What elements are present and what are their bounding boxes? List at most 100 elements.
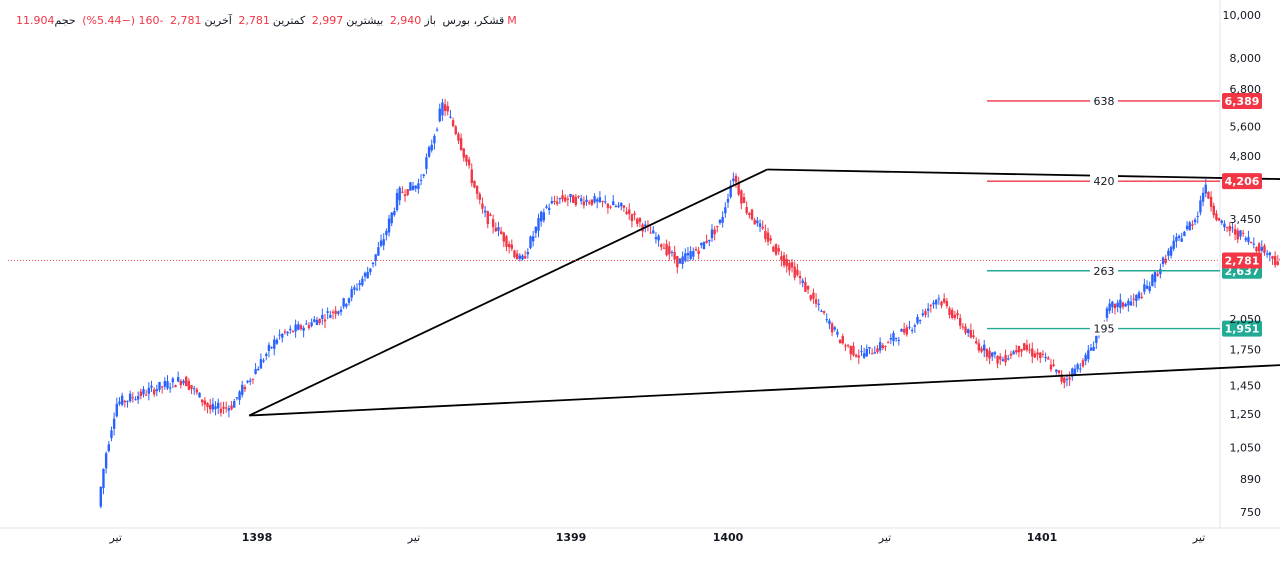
candle <box>1204 184 1207 194</box>
candle <box>668 246 671 255</box>
candle <box>419 179 423 181</box>
candle <box>1252 243 1255 245</box>
candle <box>465 154 468 162</box>
trendline-3[interactable] <box>249 313 1280 417</box>
candle <box>1089 347 1093 351</box>
candle <box>278 334 281 336</box>
candle <box>785 258 788 267</box>
candle <box>433 135 436 144</box>
candle <box>1201 192 1205 202</box>
price-badge-label: 4,206 <box>1225 175 1260 188</box>
candle <box>305 323 308 325</box>
candle <box>417 183 420 189</box>
candle <box>198 392 201 398</box>
candle <box>502 232 506 242</box>
candle <box>363 272 367 277</box>
candle <box>889 337 893 340</box>
candle <box>1169 247 1173 256</box>
candle <box>267 344 271 351</box>
price-badge-label: 1,951 <box>1225 323 1260 336</box>
candle <box>489 214 492 216</box>
candle <box>678 258 682 264</box>
candle <box>491 219 495 228</box>
candle <box>353 287 356 290</box>
candle <box>1273 256 1277 266</box>
candle <box>894 338 898 340</box>
candle <box>233 401 236 408</box>
candle <box>203 400 207 405</box>
candle <box>467 159 471 166</box>
candle <box>844 345 847 347</box>
year-tick-label: 1401 <box>1027 531 1058 544</box>
candle <box>219 408 223 413</box>
candle <box>387 218 391 233</box>
candle <box>283 331 287 333</box>
candle <box>225 407 228 409</box>
time-axis[interactable]: تیر1398تیر13991400تیر1401تیر1402تیر14031… <box>108 531 1280 544</box>
candle <box>1236 230 1239 240</box>
level-label-195: 195 <box>1094 323 1115 336</box>
candle <box>1007 358 1010 360</box>
price-axis[interactable]: 10,000 8,000 6,800 5,600 4,800 3,450 2,050 1,75… <box>1223 9 1262 519</box>
price-badge[interactable] <box>1222 320 1262 337</box>
candle <box>107 444 110 452</box>
candle <box>136 396 140 400</box>
candle <box>104 453 108 469</box>
candle <box>1129 301 1133 306</box>
candle <box>598 197 602 203</box>
candle <box>355 288 359 290</box>
candle <box>590 199 594 205</box>
candle <box>849 345 852 355</box>
candle <box>337 311 340 314</box>
candle <box>959 318 962 326</box>
open-label: باز <box>424 14 437 27</box>
trendline-2[interactable] <box>767 168 1280 199</box>
candle <box>1087 350 1090 360</box>
candle <box>174 385 177 388</box>
candle <box>636 218 639 225</box>
candle <box>812 292 815 299</box>
candle <box>916 316 919 324</box>
candle <box>451 120 455 127</box>
candle <box>569 194 572 197</box>
trendline-1[interactable] <box>248 168 768 417</box>
candle <box>1172 240 1175 249</box>
symbol-name[interactable]: قشکر، بورس <box>442 14 505 27</box>
candle <box>734 175 738 183</box>
candle <box>1244 238 1247 241</box>
candle <box>633 213 636 215</box>
candle <box>347 298 351 303</box>
candle <box>606 203 610 208</box>
candle <box>684 253 687 261</box>
trendlines[interactable] <box>248 168 1280 417</box>
candle <box>505 236 508 247</box>
price-tick-label: 5,600 <box>1230 120 1262 133</box>
candle <box>926 308 930 311</box>
last-price-badge[interactable] <box>1222 252 1262 269</box>
candle <box>241 384 244 395</box>
price-badge[interactable] <box>1222 173 1262 190</box>
candle <box>999 356 1002 360</box>
candle <box>1209 196 1213 207</box>
candle <box>758 223 762 227</box>
candle <box>777 248 780 252</box>
candle <box>1175 236 1178 242</box>
candle <box>1060 374 1063 382</box>
candle <box>665 243 668 256</box>
candle <box>398 187 401 201</box>
candle <box>686 253 690 256</box>
candle <box>1135 295 1138 301</box>
candle <box>441 102 444 116</box>
candle <box>948 308 951 315</box>
candle <box>1268 252 1272 256</box>
candle <box>377 247 380 256</box>
candle <box>160 386 164 388</box>
candle <box>1207 192 1210 199</box>
candle <box>790 262 794 268</box>
high-value: 2,997 <box>311 14 344 27</box>
price-badge[interactable] <box>1222 92 1262 109</box>
candle <box>1228 226 1231 231</box>
candle <box>782 255 786 266</box>
